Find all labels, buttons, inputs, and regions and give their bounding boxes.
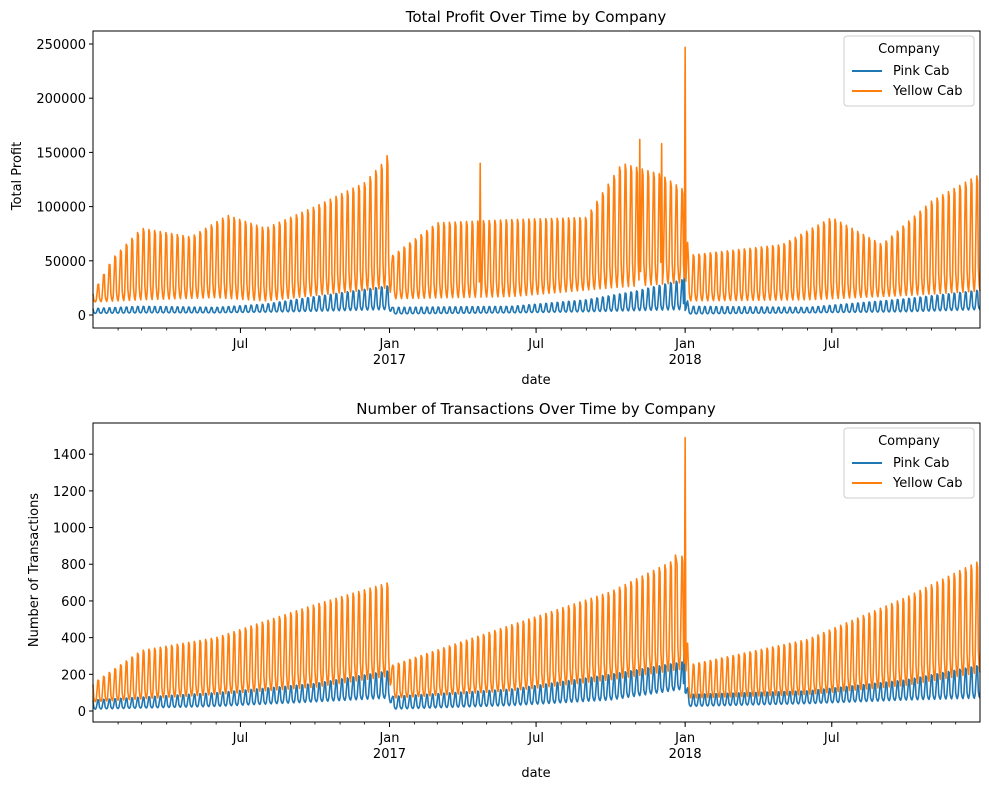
series-line-pink-cab <box>92 265 981 315</box>
transactions-chart: Number of Transactions Over Time by Comp… <box>27 400 981 781</box>
y-tick-label: 1200 <box>53 485 86 500</box>
y-axis-label: Total Profit <box>10 142 25 211</box>
x-tick-year-label: 2017 <box>373 353 406 368</box>
chart-title: Total Profit Over Time by Company <box>405 8 667 26</box>
profit-chart: Total Profit Over Time by Company 0 50000… <box>10 8 981 388</box>
x-tick-label: Jul <box>232 731 249 746</box>
x-tick-year-label: 2018 <box>669 353 702 368</box>
x-tick-label: Jan <box>674 337 695 352</box>
legend-label-pink-cab: Pink Cab <box>893 456 949 471</box>
y-tick-label: 1000 <box>53 522 86 537</box>
legend-title: Company <box>878 434 940 449</box>
x-tick-label: Jul <box>527 337 544 352</box>
x-tick-label: Jan <box>674 731 695 746</box>
y-tick-label: 1400 <box>53 448 86 463</box>
x-tick-label: Jul <box>527 731 544 746</box>
y-tick-label: 100000 <box>36 201 86 216</box>
legend-title: Company <box>878 42 940 57</box>
legend-label-pink-cab: Pink Cab <box>893 64 949 79</box>
legend: Company Pink Cab Yellow Cab <box>843 427 975 499</box>
y-tick-label: 200000 <box>36 92 86 107</box>
x-axis-label: date <box>521 766 550 781</box>
legend-box <box>843 35 975 107</box>
legend-label-yellow-cab: Yellow Cab <box>892 84 962 99</box>
y-tick-label: 150000 <box>36 146 86 161</box>
chart-title: Number of Transactions Over Time by Comp… <box>356 400 716 418</box>
y-tick-label: 0 <box>78 309 86 324</box>
legend-box <box>843 427 975 499</box>
y-tick-label: 600 <box>61 595 86 610</box>
y-axis-label: Number of Transactions <box>27 493 42 647</box>
x-tick-label: Jan <box>378 731 399 746</box>
legend-label-yellow-cab: Yellow Cab <box>892 476 962 491</box>
y-tick-label: 200 <box>61 668 86 683</box>
series-line-pink-cab <box>92 614 981 710</box>
x-tick-label: Jul <box>232 337 249 352</box>
legend: Company Pink Cab Yellow Cab <box>843 35 975 107</box>
x-axis-label: date <box>521 373 550 388</box>
x-tick-year-label: 2017 <box>373 747 406 762</box>
x-tick-label: Jul <box>823 731 840 746</box>
y-tick-label: 0 <box>78 705 86 720</box>
x-tick-label: Jul <box>823 337 840 352</box>
y-tick-label: 250000 <box>36 38 86 53</box>
y-tick-label: 50000 <box>45 255 86 270</box>
x-tick-label: Jan <box>378 337 399 352</box>
series-line-yellow-cab <box>92 436 981 703</box>
series-line-yellow-cab <box>92 46 981 303</box>
y-tick-label: 400 <box>61 632 86 647</box>
x-tick-year-label: 2018 <box>669 747 702 762</box>
y-tick-label: 800 <box>61 558 86 573</box>
